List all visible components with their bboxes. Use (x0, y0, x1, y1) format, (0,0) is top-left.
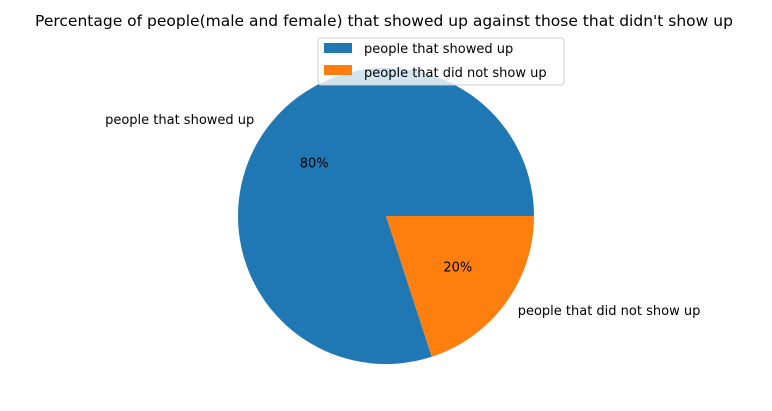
chart-title: Percentage of people(male and female) th… (35, 12, 733, 30)
legend-swatch-did-not-show-up (324, 65, 352, 75)
pie-label-did-not-show-up: people that did not show up (518, 304, 701, 319)
legend-frame (317, 37, 565, 86)
legend-entry-showed-up: people that showed up (364, 42, 513, 57)
pie-slices (238, 67, 534, 364)
pie-label-showed-up: people that showed up (105, 113, 254, 128)
pie-slice-did-not-show-up (386, 216, 534, 357)
legend-entry-did-not-show-up: people that did not show up (364, 66, 547, 81)
legend-swatch-showed-up (324, 43, 352, 53)
pct-label-did-not-show-up: 20% (443, 261, 472, 276)
legend: people that showed up people that did no… (317, 37, 565, 86)
pie-labels: people that showed up 80% people that did … (105, 113, 700, 319)
pct-label-showed-up: 80% (300, 156, 329, 171)
